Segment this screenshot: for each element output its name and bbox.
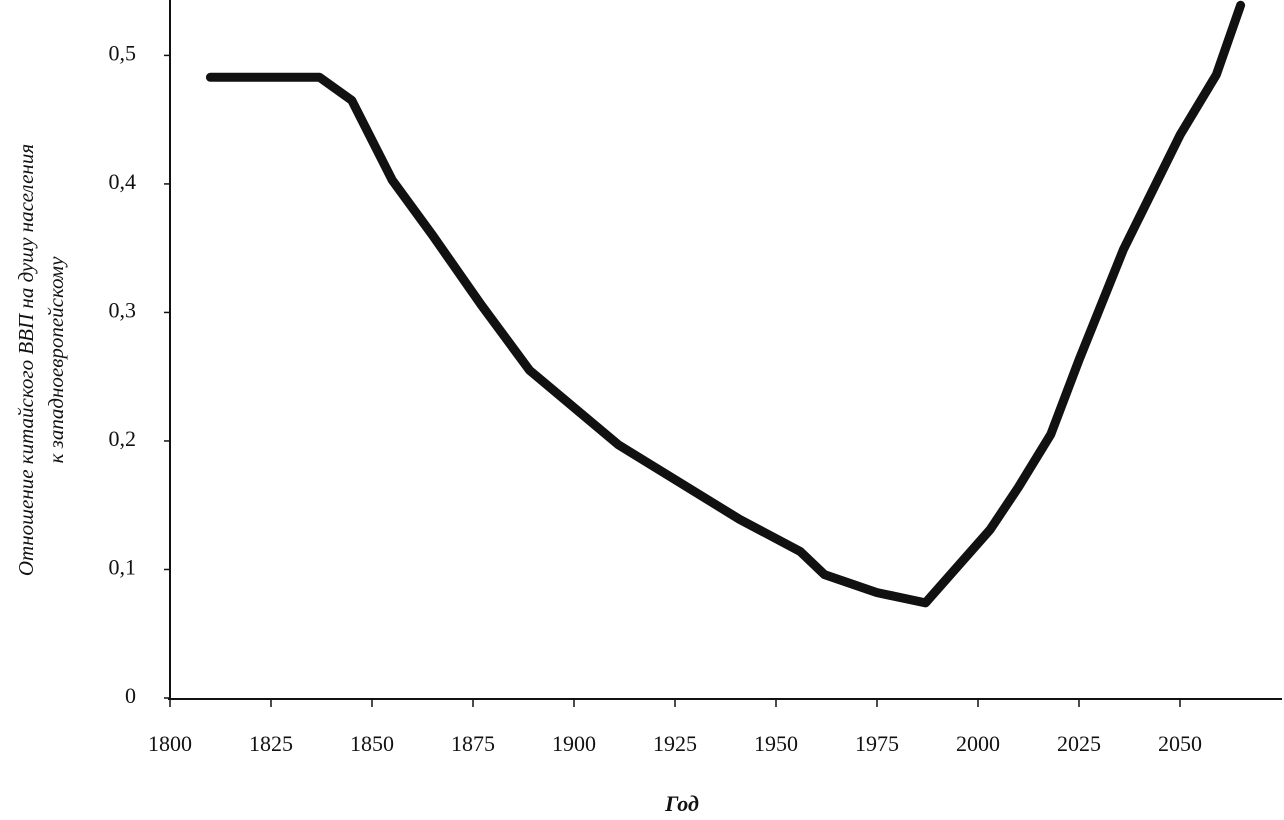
x-tick-label: 1975 <box>855 731 899 756</box>
x-tick-label: 2000 <box>956 731 1000 756</box>
y-tick-label: 0,1 <box>109 555 137 580</box>
x-tick-label: 1875 <box>451 731 495 756</box>
y-tick-label: 0 <box>125 683 136 708</box>
y-axis-label: к западноевропейскому <box>44 256 68 464</box>
x-tick-label: 1900 <box>552 731 596 756</box>
x-tick-label: 2050 <box>1158 731 1202 756</box>
x-tick-label: 1925 <box>653 731 697 756</box>
y-tick-label: 0,4 <box>109 169 137 194</box>
y-label-group: Отношение китайского ВВП на душу населен… <box>14 144 68 576</box>
y-tick-label: 0,5 <box>109 40 137 65</box>
x-axis-label: Год <box>664 791 699 816</box>
x-tick-label: 1950 <box>754 731 798 756</box>
x-tick-label: 1800 <box>148 731 192 756</box>
y-tick-label: 0,2 <box>109 426 137 451</box>
y-tick-label: 0,3 <box>109 297 137 322</box>
x-tick-label: 2025 <box>1057 731 1101 756</box>
x-tick-label: 1850 <box>350 731 394 756</box>
y-axis-label: Отношение китайского ВВП на душу населен… <box>14 144 38 576</box>
x-tick-label: 1825 <box>249 731 293 756</box>
data-line <box>205 0 1246 608</box>
